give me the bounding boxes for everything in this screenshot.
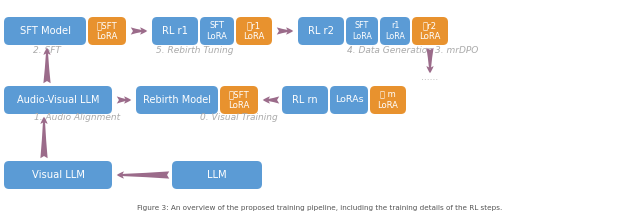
Text: 1. Audio Alignment: 1. Audio Alignment bbox=[34, 113, 120, 122]
Text: Figure 3: An overview of the proposed training pipeline, including the training : Figure 3: An overview of the proposed tr… bbox=[138, 205, 502, 211]
Text: 4. Data Generation: 4. Data Generation bbox=[347, 46, 433, 55]
FancyBboxPatch shape bbox=[88, 17, 126, 45]
FancyBboxPatch shape bbox=[4, 17, 86, 45]
Text: 🔥 m
LoRA: 🔥 m LoRA bbox=[378, 90, 399, 110]
FancyBboxPatch shape bbox=[412, 17, 448, 45]
Text: SFT Model: SFT Model bbox=[19, 26, 70, 36]
Text: Rebirth Model: Rebirth Model bbox=[143, 95, 211, 105]
FancyBboxPatch shape bbox=[380, 17, 410, 45]
Text: 0. Visual Training: 0. Visual Training bbox=[200, 113, 278, 122]
FancyBboxPatch shape bbox=[330, 86, 368, 114]
FancyBboxPatch shape bbox=[282, 86, 328, 114]
FancyBboxPatch shape bbox=[298, 17, 344, 45]
Text: RL r1: RL r1 bbox=[162, 26, 188, 36]
Text: SFT
LoRA: SFT LoRA bbox=[352, 21, 372, 41]
FancyBboxPatch shape bbox=[4, 161, 112, 189]
FancyBboxPatch shape bbox=[152, 17, 198, 45]
FancyBboxPatch shape bbox=[136, 86, 218, 114]
Text: 2. SFT: 2. SFT bbox=[33, 46, 61, 55]
Text: 🔥r1
LoRA: 🔥r1 LoRA bbox=[243, 21, 265, 41]
Text: Visual LLM: Visual LLM bbox=[31, 170, 84, 180]
FancyBboxPatch shape bbox=[370, 86, 406, 114]
Text: LLM: LLM bbox=[207, 170, 227, 180]
Text: r1
LoRA: r1 LoRA bbox=[385, 21, 405, 41]
FancyBboxPatch shape bbox=[4, 86, 112, 114]
FancyBboxPatch shape bbox=[346, 17, 378, 45]
FancyBboxPatch shape bbox=[220, 86, 258, 114]
FancyBboxPatch shape bbox=[172, 161, 262, 189]
Text: 5. Rebirth Tuning: 5. Rebirth Tuning bbox=[156, 46, 234, 55]
Text: SFT
LoRA: SFT LoRA bbox=[207, 21, 227, 41]
FancyBboxPatch shape bbox=[200, 17, 234, 45]
Text: LoRAs: LoRAs bbox=[335, 95, 364, 105]
Text: Audio-Visual LLM: Audio-Visual LLM bbox=[17, 95, 99, 105]
Text: ......: ...... bbox=[421, 73, 438, 82]
Text: 🔥SFT
LoRA: 🔥SFT LoRA bbox=[96, 21, 118, 41]
Text: 3. mrDPO: 3. mrDPO bbox=[435, 46, 478, 55]
Text: RL r2: RL r2 bbox=[308, 26, 334, 36]
Text: RL rn: RL rn bbox=[292, 95, 318, 105]
FancyBboxPatch shape bbox=[236, 17, 272, 45]
Text: 🔥r2
LoRA: 🔥r2 LoRA bbox=[419, 21, 441, 41]
Text: 🔥SFT
LoRA: 🔥SFT LoRA bbox=[228, 90, 250, 110]
